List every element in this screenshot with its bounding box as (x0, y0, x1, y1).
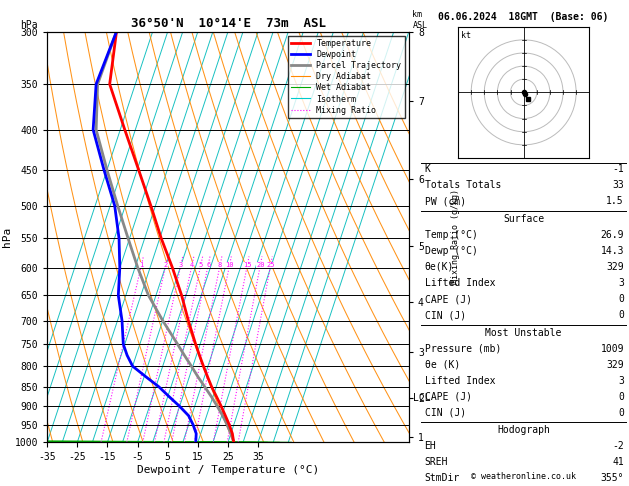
Text: 0: 0 (618, 408, 624, 418)
Text: -1: -1 (612, 164, 624, 174)
Text: 8: 8 (218, 262, 222, 268)
Text: 6: 6 (206, 262, 210, 268)
Text: 355°: 355° (601, 473, 624, 484)
Text: 0: 0 (618, 392, 624, 402)
Text: 0: 0 (618, 294, 624, 304)
Text: 26.9: 26.9 (601, 230, 624, 240)
Text: 0: 0 (618, 310, 624, 320)
Text: Pressure (mb): Pressure (mb) (425, 344, 501, 354)
Text: 3: 3 (618, 376, 624, 386)
Text: Most Unstable: Most Unstable (486, 328, 562, 338)
Text: © weatheronline.co.uk: © weatheronline.co.uk (471, 472, 576, 481)
Text: Totals Totals: Totals Totals (425, 180, 501, 191)
Text: LCL: LCL (413, 393, 431, 402)
Text: km
ASL: km ASL (413, 10, 428, 30)
Text: 2: 2 (164, 262, 168, 268)
Text: Lifted Index: Lifted Index (425, 278, 495, 288)
Title: 36°50'N  10°14'E  73m  ASL: 36°50'N 10°14'E 73m ASL (130, 17, 326, 31)
Text: PW (cm): PW (cm) (425, 196, 465, 207)
Text: Lifted Index: Lifted Index (425, 376, 495, 386)
Text: 329: 329 (606, 360, 624, 370)
Text: 5: 5 (199, 262, 203, 268)
Text: Surface: Surface (503, 214, 544, 224)
Text: CAPE (J): CAPE (J) (425, 392, 472, 402)
Text: Hodograph: Hodograph (497, 425, 550, 435)
Text: 1: 1 (139, 262, 143, 268)
Text: K: K (425, 164, 430, 174)
Text: CIN (J): CIN (J) (425, 408, 465, 418)
Text: Dewp (°C): Dewp (°C) (425, 246, 477, 256)
Text: 20: 20 (256, 262, 265, 268)
Text: 06.06.2024  18GMT  (Base: 06): 06.06.2024 18GMT (Base: 06) (438, 12, 609, 22)
Text: 14.3: 14.3 (601, 246, 624, 256)
Text: 3: 3 (179, 262, 183, 268)
Text: Temp (°C): Temp (°C) (425, 230, 477, 240)
Text: 1009: 1009 (601, 344, 624, 354)
Text: 3: 3 (618, 278, 624, 288)
Text: 10: 10 (225, 262, 234, 268)
Text: SREH: SREH (425, 457, 448, 468)
Text: CIN (J): CIN (J) (425, 310, 465, 320)
Text: 1.5: 1.5 (606, 196, 624, 207)
Text: 15: 15 (243, 262, 252, 268)
Text: 25: 25 (267, 262, 275, 268)
Text: 329: 329 (606, 262, 624, 272)
Text: 33: 33 (612, 180, 624, 191)
Text: EH: EH (425, 441, 437, 451)
Text: 41: 41 (612, 457, 624, 468)
Text: StmDir: StmDir (425, 473, 460, 484)
Text: Mixing Ratio (g/kg): Mixing Ratio (g/kg) (452, 190, 460, 284)
Text: 4: 4 (190, 262, 194, 268)
Text: CAPE (J): CAPE (J) (425, 294, 472, 304)
Text: -2: -2 (612, 441, 624, 451)
X-axis label: Dewpoint / Temperature (°C): Dewpoint / Temperature (°C) (137, 465, 319, 475)
Text: θe (K): θe (K) (425, 360, 460, 370)
Text: kt: kt (460, 31, 470, 40)
Text: hPa: hPa (20, 19, 38, 30)
Y-axis label: hPa: hPa (2, 227, 12, 247)
Text: θe(K): θe(K) (425, 262, 454, 272)
Legend: Temperature, Dewpoint, Parcel Trajectory, Dry Adiabat, Wet Adiabat, Isotherm, Mi: Temperature, Dewpoint, Parcel Trajectory… (288, 36, 404, 118)
